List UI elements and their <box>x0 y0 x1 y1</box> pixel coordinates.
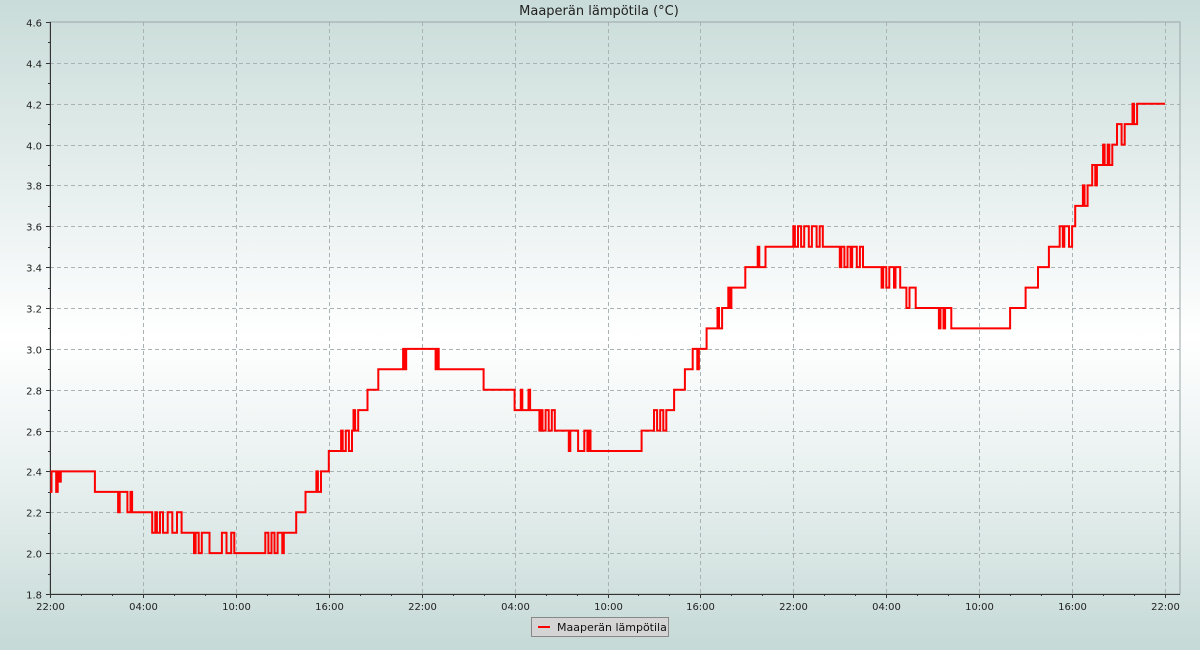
y-tick-label: 2.0 <box>26 550 42 561</box>
x-tick-label: 22:00 <box>408 602 437 613</box>
grid-lines <box>50 22 1180 594</box>
series-layer <box>50 102 1165 555</box>
y-tick-label: 2.6 <box>26 428 42 439</box>
y-tick-label: 4.2 <box>26 101 42 112</box>
chart-title: Maaperän lämpötila (°C) <box>519 4 679 19</box>
y-tick-label: 4.6 <box>26 19 42 30</box>
y-tick-label: 2.2 <box>26 509 42 520</box>
x-tick-label: 10:00 <box>965 602 994 613</box>
y-tick-label: 3.0 <box>26 346 42 357</box>
series-line <box>50 102 1165 555</box>
y-tick-label: 3.8 <box>26 182 42 193</box>
y-tick-label: 4.4 <box>26 60 42 71</box>
y-tick-label: 3.6 <box>26 223 42 234</box>
y-tick-label: 1.8 <box>26 591 42 602</box>
x-tick-label: 10:00 <box>594 602 623 613</box>
x-tick-label: 04:00 <box>129 602 158 613</box>
legend-swatch <box>538 626 550 628</box>
y-tick-label: 2.4 <box>26 468 42 479</box>
x-tick-label: 22:00 <box>36 602 65 613</box>
x-tick-label: 22:00 <box>779 602 808 613</box>
legend-label: Maaperän lämpötila <box>557 620 667 634</box>
y-tick-label: 3.2 <box>26 305 42 316</box>
x-tick-label: 10:00 <box>222 602 251 613</box>
x-tick-label: 04:00 <box>872 602 901 613</box>
y-tick-label: 3.4 <box>26 264 42 275</box>
legend: Maaperän lämpötila <box>531 617 669 637</box>
y-tick-label: 4.0 <box>26 142 42 153</box>
x-tick-label: 22:00 <box>1151 602 1180 613</box>
x-tick-label: 16:00 <box>686 602 715 613</box>
x-tick-label: 04:00 <box>501 602 530 613</box>
y-tick-label: 2.8 <box>26 387 42 398</box>
x-tick-label: 16:00 <box>1058 602 1087 613</box>
axes: 1.8 2.0 2.2 2.4 2.6 2.8 3.0 3.2 3.4 3.6 3.8 4.0 4.2 4… <box>26 19 1181 613</box>
x-tick-label: 16:00 <box>315 602 344 613</box>
